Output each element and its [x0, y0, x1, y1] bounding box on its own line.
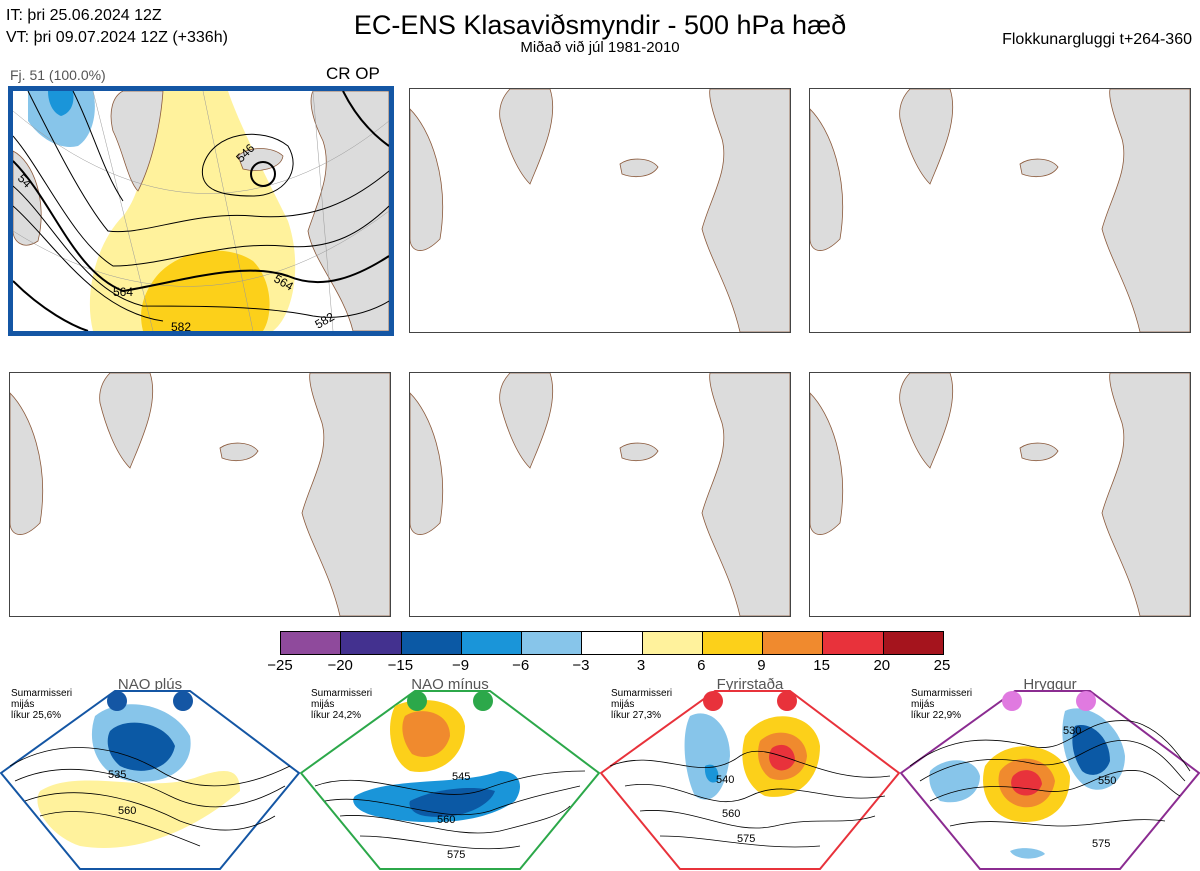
- map-panel-3[interactable]: [809, 88, 1191, 333]
- colorbar-swatch: [823, 632, 884, 654]
- colorbar-swatch: [763, 632, 824, 654]
- window-label: Flokkunargluggi t+264-360: [1002, 31, 1192, 48]
- colorbar-swatch: [281, 632, 342, 654]
- colorbar-tick: 25: [933, 657, 951, 674]
- panel-map: [810, 373, 1190, 616]
- panel-map: [410, 373, 790, 616]
- regime-note: Sumarmisseri mijás líkur 25,6%: [11, 688, 73, 721]
- vt-line: VT: þri 09.07.2024 12Z (+336h): [6, 29, 228, 46]
- map-panel-6[interactable]: [809, 372, 1191, 617]
- regime-note: Sumarmisseri mijás líkur 24,2%: [311, 688, 373, 721]
- colorbar-tick: −3: [572, 657, 590, 674]
- regime-map: 540 560 575: [600, 690, 900, 870]
- contour-label: 582: [171, 320, 191, 331]
- map-panel-4[interactable]: [9, 372, 391, 617]
- svg-text:540: 540: [716, 774, 734, 786]
- colorbar-swatch: [341, 632, 402, 654]
- page-subtitle: Miðað við júl 1981-2010: [520, 39, 680, 56]
- colorbar-swatch: [582, 632, 643, 654]
- regime-note: Sumarmisseri mijás líkur 27,3%: [611, 688, 673, 721]
- colorbar-tick: 9: [757, 657, 766, 674]
- colorbar-swatch: [883, 632, 943, 654]
- svg-text:530: 530: [1063, 725, 1081, 737]
- colorbar-tick: 3: [636, 657, 646, 674]
- colorbar-swatch: [522, 632, 583, 654]
- svg-text:575: 575: [737, 833, 755, 845]
- panel-map: [810, 89, 1190, 332]
- colorbar-tick: −6: [512, 657, 530, 674]
- header-dates: IT: þri 25.06.2024 12Z VT: þri 09.07.202…: [6, 5, 228, 49]
- colorbar-tick: 6: [697, 657, 706, 674]
- panel1-regime-label: CR OP: [326, 64, 380, 83]
- regime-map: 530 550 575: [900, 690, 1200, 870]
- map-panel-1[interactable]: 546 564 564 54 582 582: [8, 86, 394, 336]
- regime-nao-minus[interactable]: NAO mínus Sumarmisseri mijás líkur 24,2%…: [300, 676, 600, 871]
- panel1-count-label: Fj. 51 (100.0%): [10, 67, 106, 83]
- panel-map: [410, 89, 790, 332]
- it-line: IT: þri 25.06.2024 12Z: [6, 7, 162, 24]
- colorbar-tick: 15: [813, 657, 830, 674]
- svg-text:535: 535: [108, 769, 126, 781]
- map-panel-5[interactable]: [409, 372, 791, 617]
- svg-text:550: 550: [1098, 775, 1116, 787]
- regime-map: 535 560: [0, 690, 300, 870]
- colorbar-tick: −15: [387, 657, 414, 674]
- svg-text:560: 560: [722, 808, 740, 820]
- regime-title: Fyrirstaða: [716, 676, 784, 693]
- regime-nao-plus[interactable]: NAO plús Sumarmisseri mijás líkur 25,6% …: [0, 676, 300, 871]
- colorbar-tick: −9: [451, 657, 470, 674]
- colorbar: [280, 631, 944, 655]
- map-panel-2[interactable]: [409, 88, 791, 333]
- colorbar-tick: −20: [327, 657, 353, 674]
- panel1-map: 546 564 564 54 582 582: [13, 91, 389, 331]
- panel-map: [10, 373, 390, 616]
- contour-label: 564: [113, 285, 133, 299]
- regime-title: NAO plús: [117, 676, 183, 693]
- svg-text:575: 575: [447, 849, 465, 861]
- page-title: EC-ENS Klasaviðsmyndir - 500 hPa hæð: [353, 10, 847, 40]
- svg-text:560: 560: [437, 814, 455, 826]
- svg-text:545: 545: [452, 771, 470, 783]
- colorbar-tick: 20: [873, 657, 891, 674]
- regime-title: NAO mínus: [411, 676, 489, 693]
- regime-blocking[interactable]: Fyrirstaða Sumarmisseri mijás líkur 27,3…: [600, 676, 900, 871]
- regime-ridge[interactable]: Hryggur Sumarmisseri mijás líkur 22,9% 5…: [900, 676, 1200, 871]
- colorbar-swatch: [642, 632, 703, 654]
- regime-note: Sumarmisseri mijás líkur 22,9%: [911, 688, 973, 721]
- colorbar-swatch: [401, 632, 462, 654]
- colorbar-swatch: [461, 632, 523, 654]
- svg-text:575: 575: [1092, 838, 1110, 850]
- colorbar-tick: −25: [267, 657, 293, 674]
- regime-title: Hryggur: [1023, 676, 1077, 693]
- regime-map: 545 560 575: [300, 690, 600, 870]
- colorbar-swatch: [702, 632, 764, 654]
- svg-text:560: 560: [118, 805, 136, 817]
- contour-label: 582: [313, 309, 338, 331]
